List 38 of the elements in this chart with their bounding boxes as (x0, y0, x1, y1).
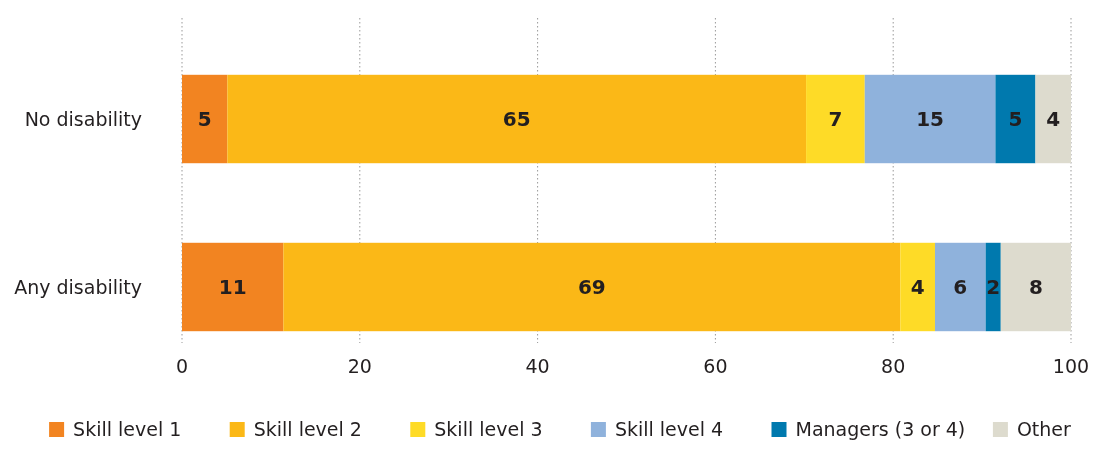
bar (900, 242, 935, 332)
x-tick-label: 20 (347, 355, 372, 377)
x-tick-label: 80 (881, 355, 906, 377)
legend-label: Skill level 1 (73, 418, 182, 440)
bar (934, 242, 986, 332)
data-label: 65 (502, 107, 531, 132)
data-label: 6 (953, 274, 968, 299)
x-tick-label: 60 (703, 355, 728, 377)
data-label: 5 (1008, 107, 1023, 132)
x-tick-label: 40 (525, 355, 550, 377)
data-label: 2 (986, 274, 1001, 299)
data-label: 4 (910, 274, 925, 299)
bar (985, 242, 1001, 332)
legend-label: Other (1016, 418, 1072, 440)
bar (227, 74, 807, 164)
bar (182, 74, 228, 164)
bar (1000, 242, 1071, 332)
bar (283, 242, 901, 332)
data-label: 5 (197, 107, 212, 132)
y-tick-label: Any disability (14, 275, 142, 298)
x-tick-label: 100 (1052, 355, 1090, 377)
data-label: 8 (1028, 274, 1043, 299)
data-label: 11 (218, 274, 247, 299)
bar (806, 74, 865, 164)
legend-label: Skill level 4 (614, 418, 724, 440)
data-label: 69 (577, 274, 606, 299)
legend-label: Managers (3 or 4) (795, 418, 966, 440)
legend-label: Skill level 3 (434, 418, 543, 440)
y-tick-label: No disability (24, 107, 142, 130)
bar (1035, 74, 1071, 164)
data-label: 15 (916, 107, 945, 132)
bar (995, 74, 1036, 164)
bar (182, 242, 284, 332)
bar (864, 74, 996, 164)
x-tick-label: 0 (175, 355, 189, 377)
data-label: 4 (1046, 107, 1061, 132)
legend-label: Skill level 2 (253, 418, 362, 440)
data-label: 7 (828, 107, 843, 132)
